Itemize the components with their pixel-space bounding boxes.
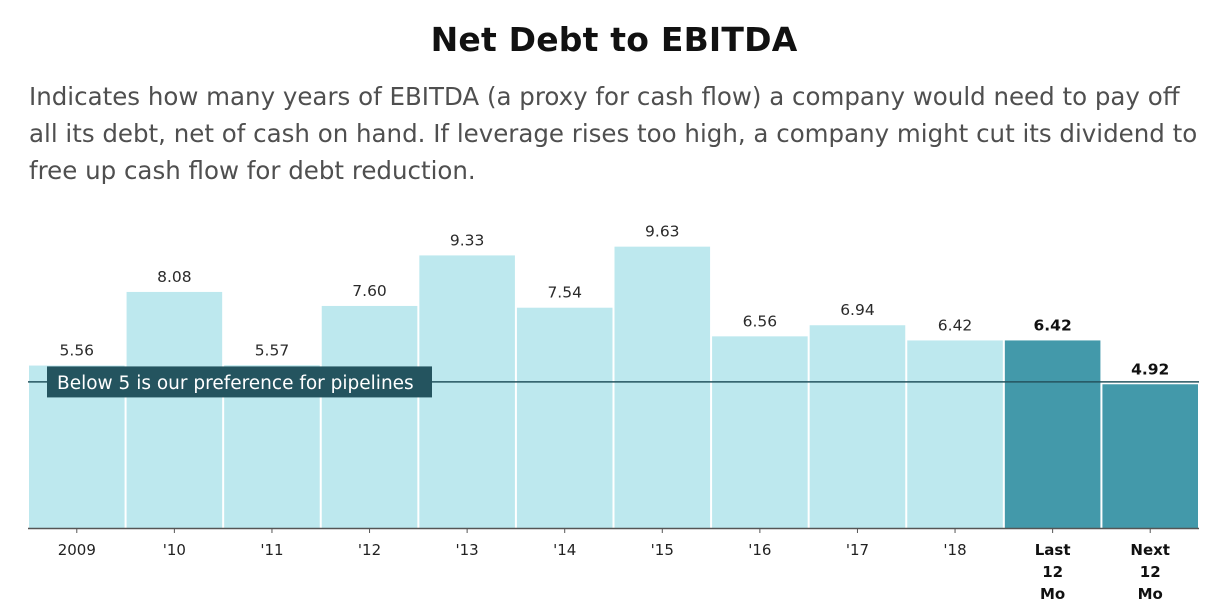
bar-1 [126, 291, 223, 528]
bar-value-label-10: 6.42 [1034, 316, 1072, 334]
x-tick-label-2: '11 [260, 541, 283, 559]
reference-line-group: Below 5 is our preference for pipelines [28, 366, 1199, 398]
reference-line-label-box [47, 366, 432, 398]
x-tick-label-5: '14 [553, 541, 576, 559]
x-tick-label-line: '18 [943, 541, 966, 559]
bar-5 [516, 307, 613, 528]
x-tick-label-line: '13 [456, 541, 479, 559]
x-tick-label-10: Last 12 Mo [1035, 541, 1071, 603]
x-tick-label-9: '18 [943, 541, 966, 559]
bar-8 [809, 325, 906, 528]
x-tick-label-line: '17 [846, 541, 869, 559]
x-tick-label-0: 2009 [58, 541, 96, 559]
bar-6 [614, 246, 711, 528]
x-tick-label-line: '16 [748, 541, 771, 559]
x-tick-label-line: Mo [1040, 585, 1065, 603]
bar-value-label-5: 7.54 [547, 284, 582, 302]
x-tick-label-line: Mo [1138, 585, 1163, 603]
bar-value-label-8: 6.94 [840, 301, 875, 319]
x-tick-label-line: '10 [163, 541, 186, 559]
x-tick-label-8: '17 [846, 541, 869, 559]
bar-9 [907, 340, 1003, 528]
bar-4 [419, 255, 515, 528]
x-tick-label-11: Next 12 Mo [1130, 541, 1170, 603]
bar-value-label-7: 6.56 [743, 312, 778, 330]
bar-value-label-1: 8.08 [157, 268, 192, 286]
x-tick-label-line: Last [1035, 541, 1071, 559]
bar-value-label-6: 9.63 [645, 223, 680, 241]
chart-title: Net Debt to EBITDA [430, 20, 798, 59]
x-tick-label-7: '16 [748, 541, 771, 559]
x-tick-label-line: 12 [1140, 563, 1161, 581]
x-tick-label-4: '13 [456, 541, 479, 559]
x-tick-label-line: '15 [651, 541, 674, 559]
x-tick-label-1: '10 [163, 541, 186, 559]
x-tick-label-line: 12 [1042, 563, 1063, 581]
bars-group: 5.56 8.08 5.57 7.60 9.33 7.54 9.63 6.56 6.94 6.42… [29, 223, 1198, 528]
x-tick-label-line: '11 [260, 541, 283, 559]
bar-3 [321, 305, 418, 528]
x-tick-label-line: '14 [553, 541, 576, 559]
bar-value-label-2: 5.57 [255, 341, 290, 359]
x-tick-label-3: '12 [358, 541, 381, 559]
bar-value-label-0: 5.56 [60, 342, 95, 360]
x-tick-label-line: 2009 [58, 541, 96, 559]
bar-7 [712, 336, 808, 528]
chart-subtitle: Indicates how many years of EBITDA (a pr… [29, 82, 1198, 185]
x-axis: 2009'10'11'12'13'14'15'16'17'18 Last 12 MoN… [28, 527, 1199, 603]
x-tick-label-line: Next [1130, 541, 1170, 559]
bar-11 [1102, 384, 1198, 528]
bar-value-label-11: 4.92 [1131, 360, 1169, 378]
bar-value-label-9: 6.42 [938, 316, 973, 334]
bar-value-label-3: 7.60 [352, 282, 387, 300]
x-tick-label-line: '12 [358, 541, 381, 559]
x-tick-label-6: '15 [651, 541, 674, 559]
reference-line-label: Below 5 is our preference for pipelines [57, 373, 414, 394]
bar-value-label-4: 9.33 [450, 231, 485, 249]
bar-10 [1004, 340, 1101, 528]
